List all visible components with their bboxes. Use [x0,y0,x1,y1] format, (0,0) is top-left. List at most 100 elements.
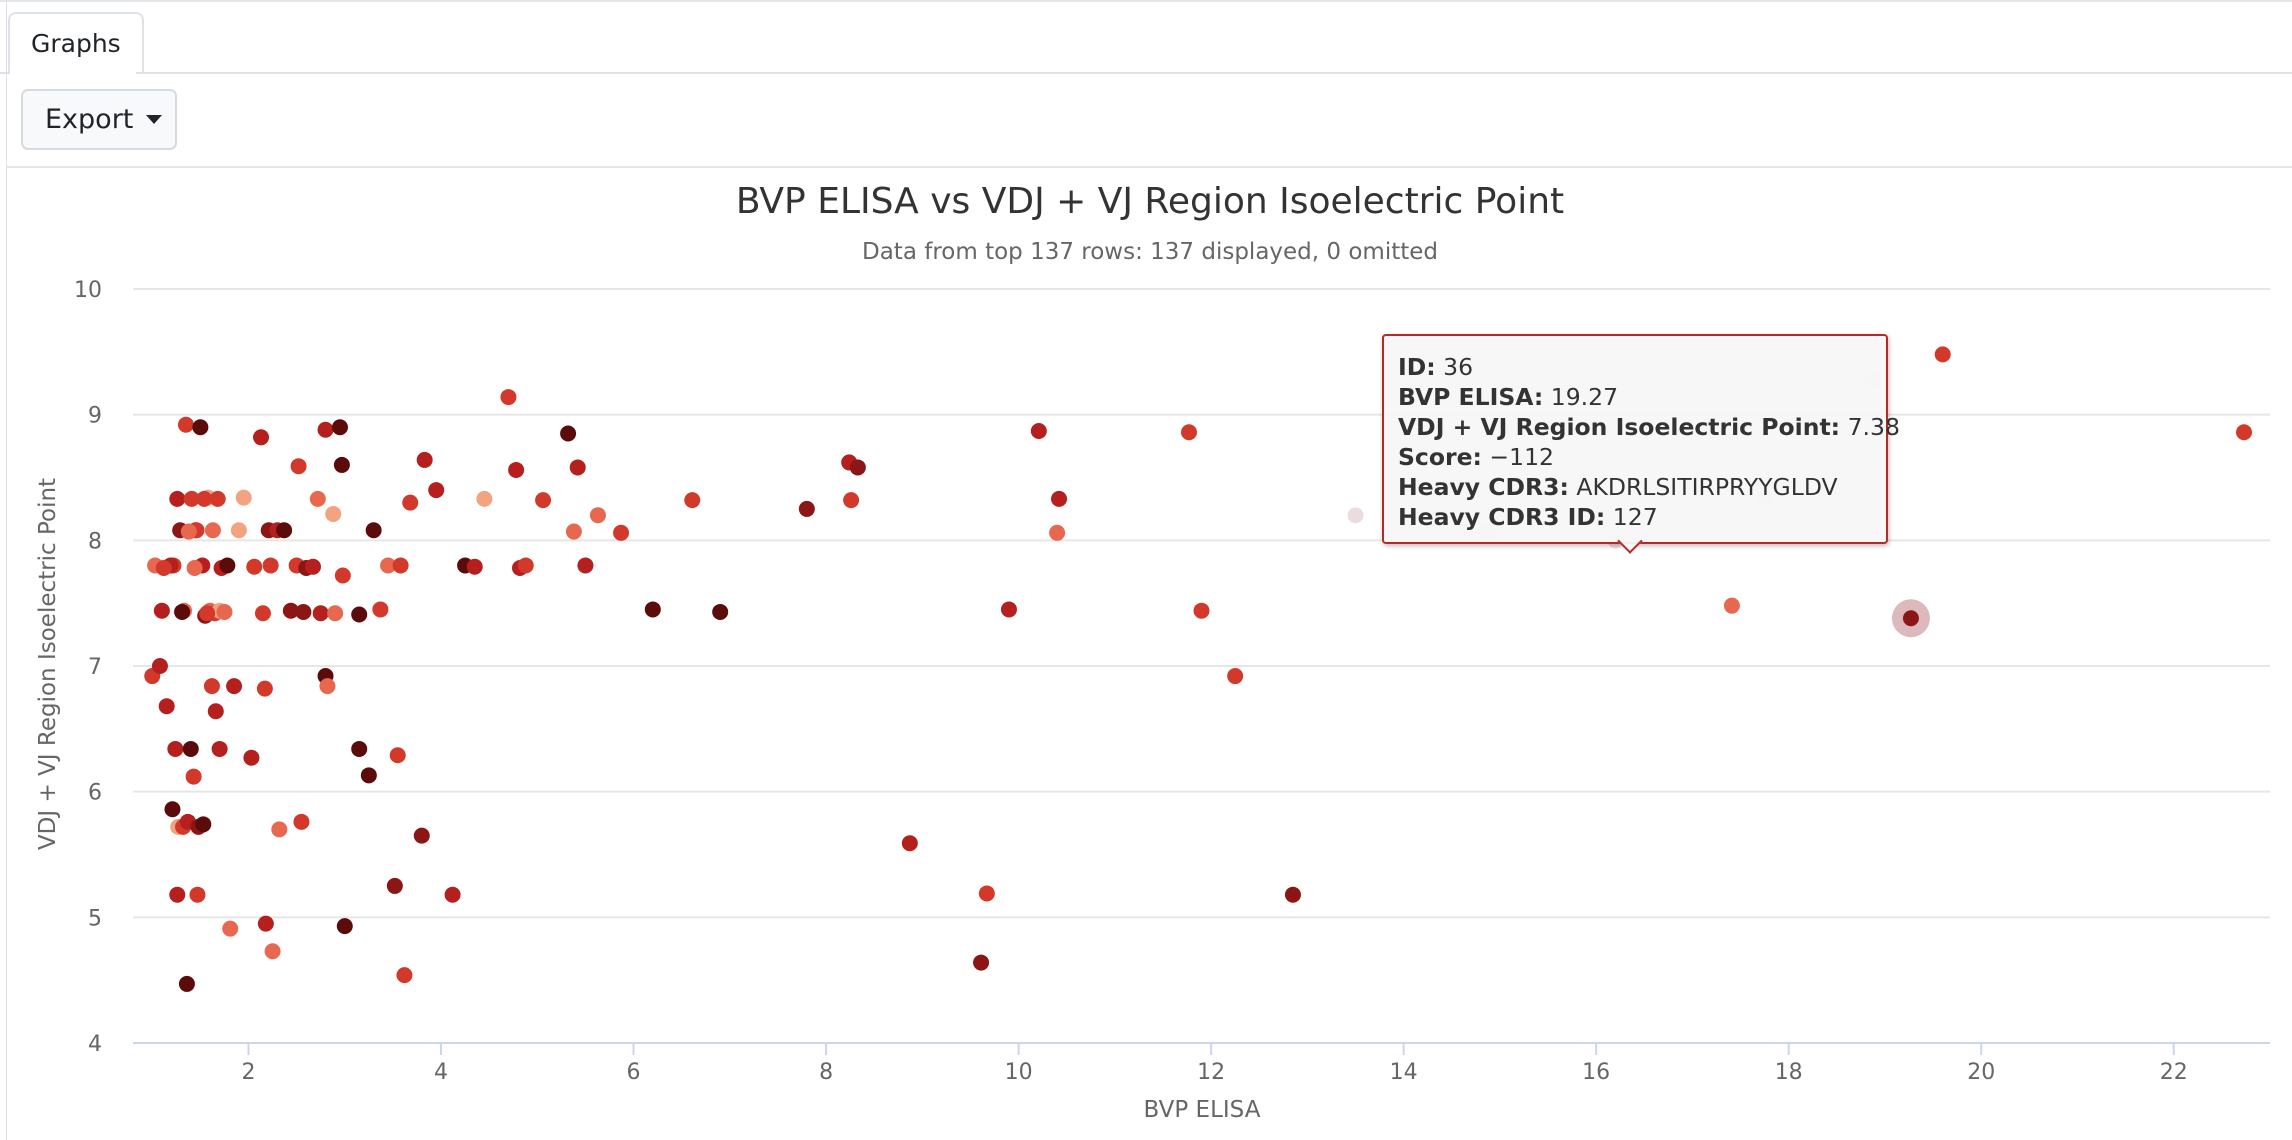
scatter-point[interactable] [392,557,409,574]
scatter-point[interactable] [360,767,377,784]
scatter-point[interactable] [207,703,224,720]
scatter-point[interactable] [712,603,729,620]
scatter-point[interactable] [1227,668,1244,685]
scatter-point[interactable] [254,605,271,622]
scatter-point[interactable] [216,603,233,620]
scatter-point[interactable] [169,490,186,507]
scatter-point[interactable] [264,943,281,960]
scatter-point[interactable] [155,559,172,576]
scatter-point[interactable] [413,827,430,844]
scatter-point[interactable] [1030,423,1047,440]
scatter-point[interactable] [444,886,461,903]
scatter-point[interactable] [560,425,577,442]
scatter-point[interactable] [843,492,860,509]
scatter-point[interactable] [257,915,274,932]
scatter-point[interactable] [428,482,445,499]
scatter-point[interactable] [389,747,406,764]
scatter-point[interactable] [508,461,525,478]
scatter-point[interactable] [189,886,206,903]
scatter-point[interactable] [183,490,200,507]
scatter-point[interactable] [246,558,263,575]
scatter-point[interactable] [204,522,221,539]
scatter-point[interactable] [331,419,348,436]
scatter-point[interactable] [177,416,194,433]
scatter-point[interactable] [798,500,815,517]
scatter-point[interactable] [1193,602,1210,619]
scatter-point[interactable] [186,559,203,576]
scatter-point[interactable] [276,522,293,539]
scatter-point[interactable] [256,680,273,697]
scatter-point[interactable] [203,678,220,695]
scatter-point[interactable] [565,523,582,540]
scatter-point[interactable] [309,490,326,507]
scatter-point[interactable] [230,522,247,539]
scatter-point[interactable] [466,558,483,575]
scatter-point[interactable] [1347,507,1364,524]
scatter-point[interactable] [684,492,701,509]
scatter-point[interactable] [195,816,212,833]
export-dropdown-button[interactable]: Export [21,89,177,150]
scatter-point[interactable] [1000,601,1017,618]
scatter-point[interactable] [901,835,918,852]
scatter-point[interactable] [973,954,990,971]
scatter-point[interactable] [222,920,239,937]
scatter-point[interactable] [293,813,310,830]
scatter-point[interactable] [327,605,344,622]
scatter-point[interactable] [644,601,661,618]
scatter-point[interactable] [282,602,299,619]
scatter-point[interactable] [151,658,168,674]
scatter-point[interactable] [396,967,413,984]
scatter-point[interactable] [174,603,191,620]
scatter-point[interactable] [180,523,197,540]
scatter-point[interactable] [2236,424,2253,441]
scatter-point[interactable] [577,557,594,574]
scatter-point[interactable] [192,419,209,436]
scatter-point[interactable] [1180,424,1197,441]
scatter-point[interactable] [386,877,403,894]
scatter-point[interactable] [153,602,170,619]
scatter-point[interactable] [334,567,351,584]
scatter-point[interactable] [1051,490,1068,507]
scatter-point[interactable] [209,490,226,507]
scatter-point[interactable] [517,557,534,574]
tab-graphs[interactable]: Graphs [8,12,144,72]
scatter-point[interactable] [372,601,389,618]
scatter-point[interactable] [219,557,236,574]
scatter-point[interactable] [196,490,213,507]
scatter-point[interactable] [295,603,312,620]
scatter-point[interactable] [351,606,368,623]
scatter-point[interactable] [1284,886,1301,903]
scatter-point[interactable] [402,494,419,511]
scatter-point[interactable] [336,918,353,935]
scatter-point[interactable] [290,458,307,475]
scatter-point[interactable] [380,557,397,574]
scatter-point[interactable] [271,821,288,838]
scatter-point-hovered[interactable] [1902,610,1919,627]
scatter-point[interactable] [1723,597,1740,614]
scatter-point[interactable] [365,522,382,539]
scatter-point[interactable] [253,429,270,446]
scatter-point[interactable] [613,524,630,541]
scatter-point[interactable] [211,740,228,757]
scatter-point[interactable] [416,451,433,468]
scatter-point[interactable] [262,557,279,574]
scatter-point[interactable] [476,490,493,507]
scatter-point[interactable] [185,768,202,785]
scatter-point[interactable] [158,698,175,715]
scatter-point[interactable] [351,740,368,757]
scatter-point[interactable] [178,975,195,992]
scatter-point[interactable] [319,678,336,695]
scatter-point[interactable] [235,489,252,506]
scatter-point[interactable] [243,749,260,766]
scatter-point[interactable] [164,801,181,818]
scatter-point[interactable] [589,507,606,524]
scatter-point[interactable] [317,421,334,438]
scatter-point[interactable] [226,678,243,695]
scatter-point[interactable] [978,885,995,902]
scatter-point[interactable] [500,389,517,406]
scatter-point[interactable] [535,492,552,509]
scatter-point[interactable] [569,459,586,476]
scatter-point[interactable] [169,886,186,903]
scatter-point[interactable] [849,459,866,476]
scatter-point[interactable] [1049,524,1066,541]
